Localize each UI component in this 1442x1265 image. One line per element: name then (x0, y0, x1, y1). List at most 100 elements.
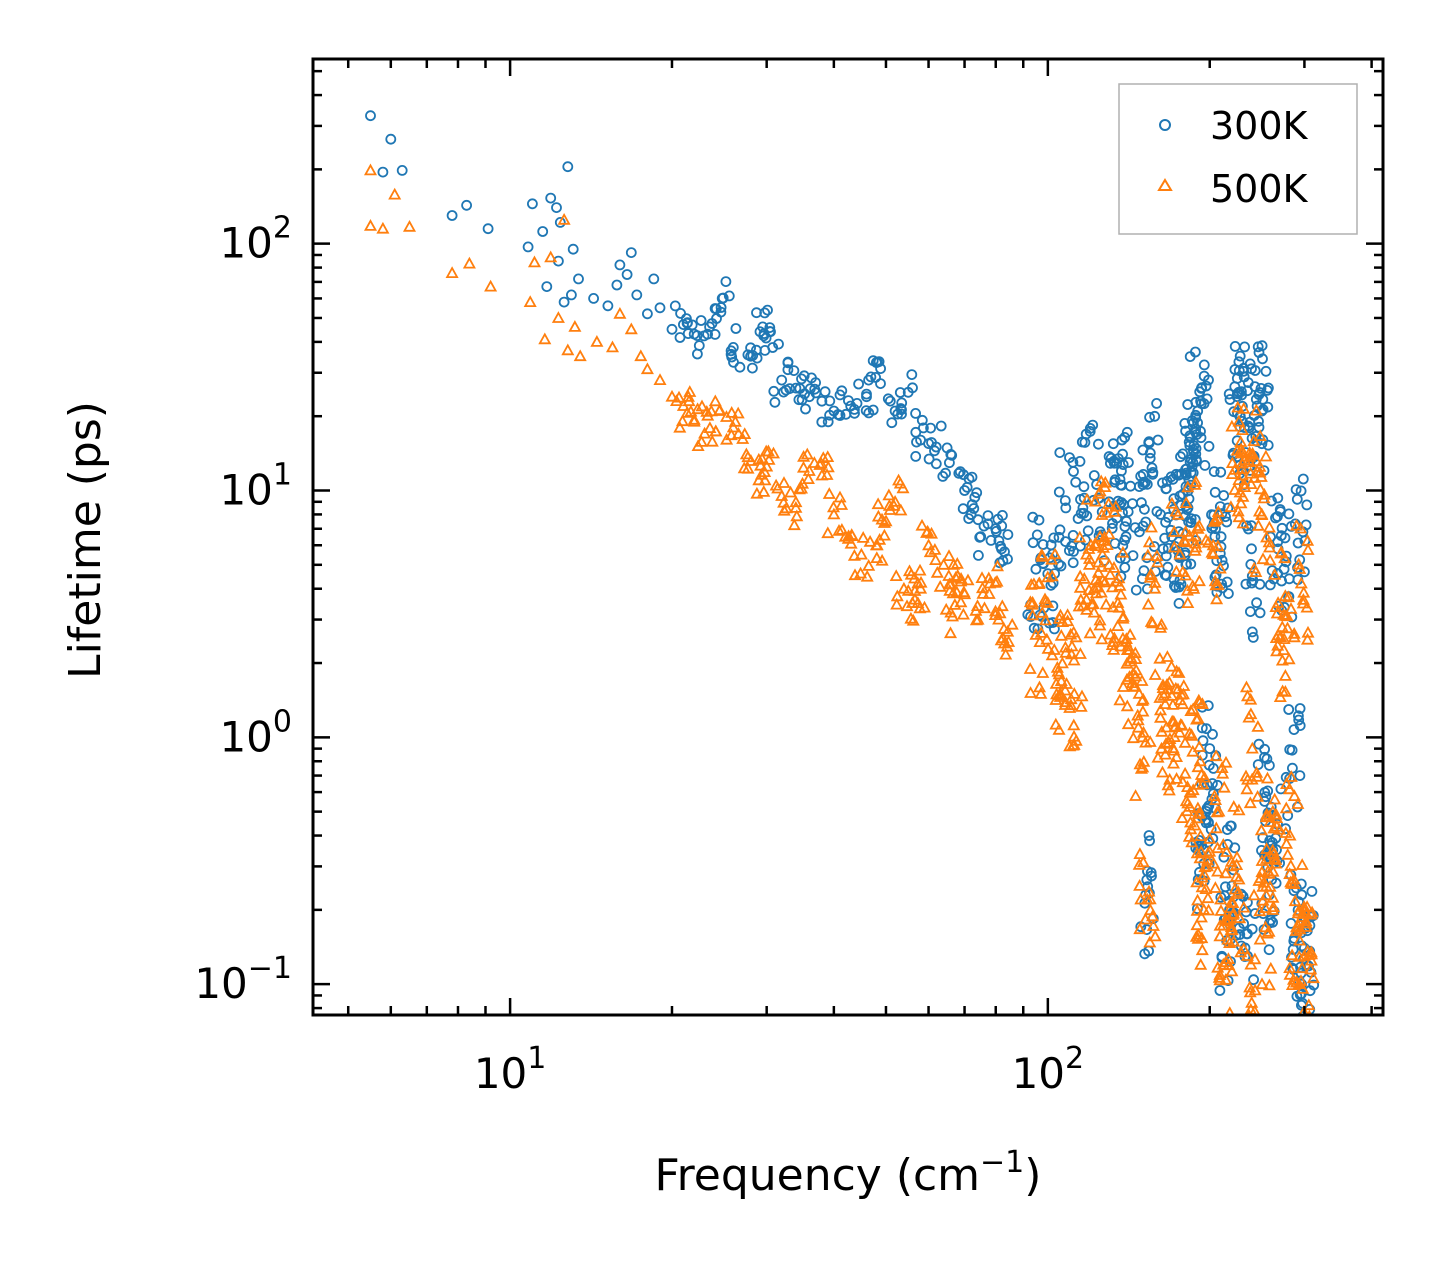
point-500k (1183, 726, 1197, 739)
point-300k (1225, 820, 1236, 832)
point-500k (1283, 967, 1297, 980)
point-500k (1063, 701, 1077, 713)
point-300k (1224, 394, 1236, 405)
point-500k (1194, 845, 1208, 857)
point-300k (611, 279, 623, 291)
point-500k (687, 414, 701, 427)
point-500k (1116, 611, 1130, 624)
point-500k (1243, 980, 1257, 993)
point-500k (1133, 847, 1147, 859)
point-300k (1294, 703, 1306, 714)
point-500k (1142, 535, 1156, 548)
point-300k (1198, 359, 1210, 371)
point-500k (1094, 585, 1108, 598)
point-500k (1034, 687, 1048, 699)
point-500k (1005, 617, 1019, 630)
point-500k (1250, 766, 1264, 778)
point-500k (1249, 403, 1263, 416)
point-500k (1166, 756, 1181, 769)
point-500k (1169, 564, 1183, 577)
point-300k (1173, 598, 1185, 609)
point-500k (942, 569, 956, 581)
point-500k (779, 501, 793, 514)
point-300k (745, 342, 756, 354)
point-500k (1061, 608, 1075, 620)
point-300k (1147, 468, 1159, 480)
point-300k (896, 397, 908, 409)
point-300k (894, 387, 906, 398)
point-500k (1202, 903, 1216, 916)
point-500k (1270, 811, 1284, 823)
point-500k (1067, 718, 1081, 731)
point-500k (906, 613, 920, 626)
point-500k (1148, 929, 1162, 942)
point-300k (1306, 886, 1318, 897)
point-300k (545, 192, 557, 204)
point-300k (1031, 529, 1043, 541)
point-300k (1236, 386, 1247, 398)
point-500k (1105, 638, 1119, 650)
point-300k (1275, 530, 1287, 542)
point-500k (1237, 942, 1251, 955)
point-500k (1304, 962, 1318, 975)
point-300k (1188, 417, 1199, 429)
point-500k (1111, 596, 1125, 608)
point-300k (461, 199, 473, 211)
point-300k (1049, 623, 1060, 635)
point-300k (1068, 466, 1079, 477)
point-300k (566, 289, 577, 301)
point-500k (1175, 811, 1189, 823)
point-500k (561, 343, 575, 356)
point-500k (911, 596, 925, 608)
point-500k (847, 548, 861, 561)
point-500k (1236, 516, 1250, 529)
point-500k (613, 306, 627, 319)
point-500k (943, 584, 957, 596)
point-300k (843, 395, 854, 407)
point-300k (923, 453, 935, 465)
point-500k (1232, 473, 1246, 486)
point-500k (1201, 846, 1215, 859)
point-300k (1137, 520, 1149, 532)
point-500k (741, 450, 755, 463)
point-300k (1301, 499, 1313, 511)
point-300k (558, 296, 570, 308)
point-500k (1255, 508, 1269, 520)
point-300k (1136, 497, 1147, 509)
point-300k (1033, 514, 1045, 526)
point-500k (1233, 485, 1247, 498)
point-500k (1246, 446, 1260, 459)
point-500k (605, 340, 620, 353)
point-300k (1199, 459, 1211, 471)
x-axis-label: Frequency (cm−1) (655, 1145, 1042, 1201)
point-500k (1211, 960, 1225, 973)
point-300k (396, 164, 408, 176)
point-500k (1251, 789, 1265, 802)
point-300k (1259, 751, 1270, 763)
point-300k (1107, 438, 1119, 450)
point-500k (1072, 599, 1086, 612)
point-500k (784, 485, 798, 498)
point-500k (726, 420, 740, 433)
point-500k (1073, 580, 1087, 593)
point-500k (1093, 613, 1107, 626)
point-500k (1102, 527, 1116, 540)
point-500k (1287, 630, 1301, 643)
point-500k (1211, 539, 1225, 552)
point-300k (1152, 434, 1164, 446)
point-500k (1182, 528, 1196, 541)
point-500k (1092, 486, 1106, 499)
point-500k (995, 599, 1009, 612)
point-500k (854, 547, 868, 560)
point-500k (827, 507, 841, 520)
point-500k (1190, 918, 1204, 931)
point-300k (1203, 817, 1214, 828)
point-500k (1255, 854, 1269, 866)
point-500k (1273, 629, 1288, 642)
point-500k (789, 495, 803, 508)
point-500k (854, 566, 868, 579)
point-500k (1146, 919, 1160, 931)
point-300k (1138, 565, 1150, 577)
point-300k (1201, 723, 1212, 735)
point-500k (1275, 653, 1289, 666)
